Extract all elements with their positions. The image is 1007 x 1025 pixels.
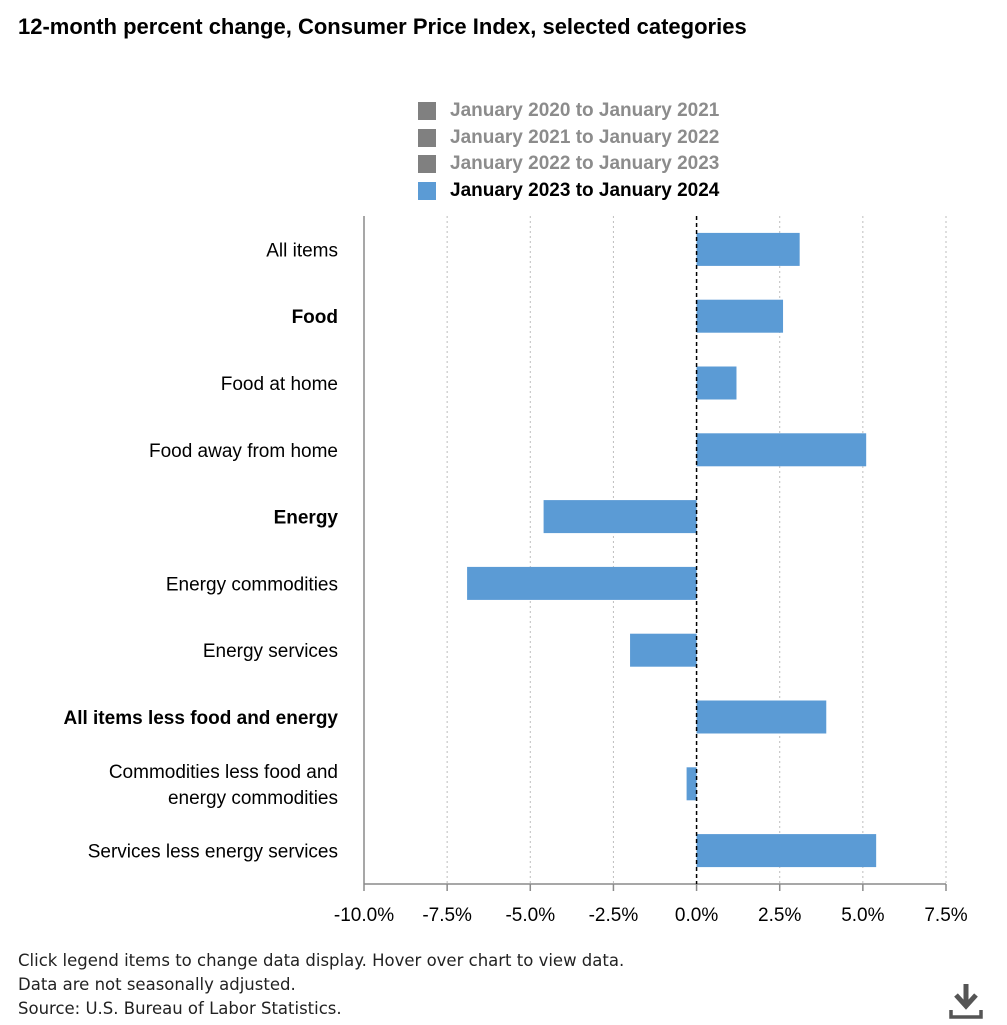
bar[interactable] bbox=[696, 700, 827, 734]
category-label: All items bbox=[266, 240, 338, 261]
legend-swatch bbox=[418, 155, 436, 174]
x-tick-label: 2.5% bbox=[758, 905, 801, 926]
bar[interactable] bbox=[696, 366, 737, 400]
category-label: Services less energy services bbox=[88, 842, 338, 863]
category-label: Food at home bbox=[221, 374, 338, 395]
bar[interactable] bbox=[630, 633, 697, 667]
bar[interactable] bbox=[543, 500, 697, 534]
legend-label: January 2020 to January 2021 bbox=[450, 100, 720, 122]
category-label: Commodities less food and energy commodit… bbox=[109, 762, 338, 809]
legend-swatch bbox=[418, 181, 436, 200]
bar-chart[interactable]: -10.0% -7.5% -5.0% -2.5% 0.0% 2.5% 5.0% 7.5% All… bbox=[0, 0, 1007, 940]
chart-title: 12-month percent change, Consumer Price … bbox=[18, 14, 747, 39]
legend-item-2020-2021[interactable]: January 2020 to January 2021 bbox=[418, 98, 719, 125]
legend-swatch bbox=[418, 128, 436, 147]
category-label: Energy bbox=[274, 508, 339, 529]
x-tick-label: 0.0% bbox=[675, 905, 718, 926]
legend-item-2022-2023[interactable]: January 2022 to January 2023 bbox=[418, 151, 719, 178]
download-icon[interactable] bbox=[948, 980, 984, 1020]
legend-item-2021-2022[interactable]: January 2021 to January 2022 bbox=[418, 125, 719, 152]
x-tick-label: 7.5% bbox=[924, 905, 967, 926]
x-tick-label: -5.0% bbox=[505, 905, 555, 926]
category-label: Food bbox=[292, 307, 338, 328]
x-tick-label: -7.5% bbox=[422, 905, 472, 926]
x-tick-label: 5.0% bbox=[841, 905, 884, 926]
bar[interactable] bbox=[696, 299, 784, 333]
footnote-source: Source: U.S. Bureau of Labor Statistics. bbox=[18, 999, 342, 1018]
bar[interactable] bbox=[696, 834, 877, 868]
footnote-seasonal: Data are not seasonally adjusted. bbox=[18, 975, 296, 994]
category-label: Energy commodities bbox=[166, 574, 338, 595]
category-label: Energy services bbox=[203, 641, 338, 662]
legend: January 2020 to January 2021 January 202… bbox=[418, 98, 719, 204]
legend-item-2023-2024[interactable]: January 2023 to January 2024 bbox=[418, 178, 719, 205]
category-label: All items less food and energy bbox=[63, 708, 338, 729]
bar[interactable] bbox=[686, 767, 697, 801]
category-label: Food away from home bbox=[149, 441, 338, 462]
legend-label: January 2023 to January 2024 bbox=[450, 179, 720, 201]
legend-label: January 2021 to January 2022 bbox=[450, 126, 720, 148]
bar[interactable] bbox=[696, 433, 867, 467]
bar[interactable] bbox=[696, 232, 800, 266]
x-tick-label: -2.5% bbox=[589, 905, 639, 926]
footnotes: Click legend items to change data displa… bbox=[18, 949, 624, 1021]
footnote-instructions: Click legend items to change data displa… bbox=[18, 951, 625, 970]
x-tick-label: -10.0% bbox=[334, 905, 394, 926]
legend-label: January 2022 to January 2023 bbox=[450, 153, 720, 175]
legend-swatch bbox=[418, 102, 436, 121]
bar[interactable] bbox=[467, 566, 697, 600]
